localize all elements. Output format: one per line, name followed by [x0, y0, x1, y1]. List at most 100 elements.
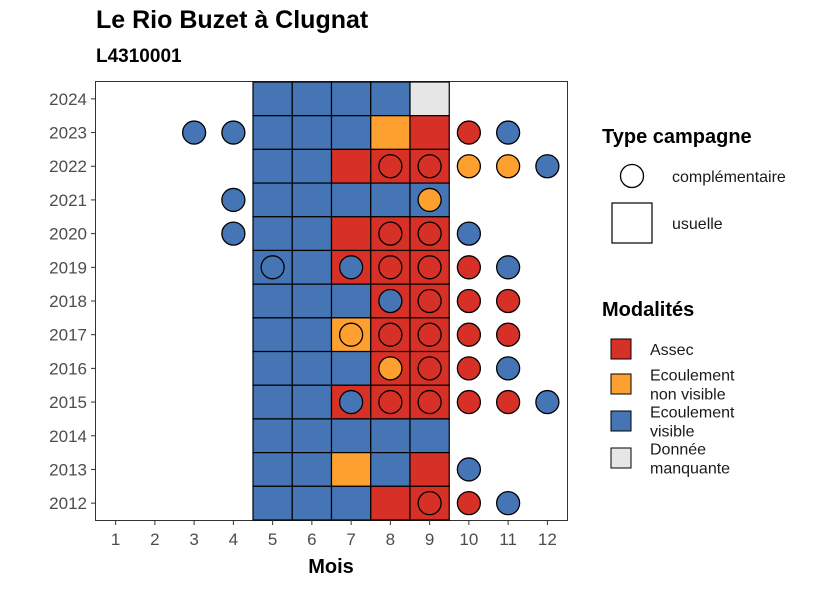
y-tick-label-2013: 2013: [49, 460, 87, 479]
point-2017-10: [456, 322, 482, 347]
x-tick-label-7: 7: [346, 530, 355, 549]
point-2022-10: [456, 154, 482, 179]
y-tick-label-2020: 2020: [49, 225, 87, 244]
cell-2014-8: [370, 418, 411, 454]
x-tick-label-11: 11: [499, 530, 517, 549]
legend-modalite-label-manquante: Donnée manquante: [650, 442, 730, 478]
cell-2022-6: [291, 148, 333, 184]
cell-2021-7: [330, 182, 372, 218]
point-2022-12: [535, 154, 560, 179]
cell-2021-5: [252, 182, 293, 218]
x-axis: 1 2 3 4 5 6 7 8 9 10 11 12: [111, 520, 557, 549]
cell-2023-5: [252, 115, 293, 150]
y-tick-label-2012: 2012: [49, 494, 87, 513]
cell-2016-5: [252, 350, 293, 386]
x-tick-label-3: 3: [189, 530, 198, 549]
chart-subtitle: L4310001: [96, 46, 182, 67]
point-2015-12: [535, 389, 560, 415]
cell-2020-6: [291, 216, 333, 252]
point-2023-4: [221, 120, 246, 145]
legend-type-label-usuelle: usuelle: [672, 216, 723, 233]
cell-2022-7: [330, 148, 372, 184]
point-2017-8: [378, 322, 403, 347]
x-tick-label-4: 4: [229, 530, 238, 549]
point-2018-11: [495, 288, 521, 314]
point-2023-3: [181, 120, 207, 145]
y-tick-label-2023: 2023: [49, 124, 87, 143]
point-2013-10: [456, 457, 482, 482]
point-2017-9: [417, 322, 442, 347]
cell-2014-6: [291, 418, 333, 454]
cell-2018-5: [252, 283, 293, 319]
point-2021-4: [221, 187, 246, 213]
cell-2021-6: [291, 182, 333, 218]
cell-2014-7: [330, 418, 372, 454]
point-2019-10: [456, 255, 482, 280]
cell-2020-7: [330, 216, 372, 252]
y-tick-label-2021: 2021: [49, 191, 87, 210]
y-tick-label-2015: 2015: [49, 393, 87, 412]
cell-2024-7: [330, 81, 372, 117]
point-2017-11: [495, 322, 521, 347]
cell-2020-5: [252, 216, 293, 252]
legend-square-key: [611, 202, 653, 244]
y-tick-label-2024: 2024: [49, 90, 87, 109]
x-axis-title: Mois: [308, 556, 354, 578]
x-tick-label-6: 6: [307, 530, 316, 549]
cell-2023-8: [370, 115, 411, 150]
complementaire-points: [181, 120, 560, 516]
point-2018-8: [378, 288, 403, 314]
point-2018-9: [417, 288, 442, 314]
legend-modalite-label-non_visible: Ecoulement non visible: [650, 368, 735, 404]
cell-2013-7: [330, 452, 372, 487]
point-2020-4: [221, 221, 246, 246]
cell-2013-5: [252, 452, 293, 487]
y-axis: 2012 2013 2014 2015 2016 2017 2018 2019 2020 2021…: [49, 90, 96, 513]
cell-2017-5: [252, 317, 293, 353]
x-tick-label-5: 5: [268, 530, 277, 549]
y-tick-label-2016: 2016: [49, 359, 87, 378]
point-2015-7: [338, 389, 364, 415]
point-2022-8: [378, 154, 403, 179]
cell-2012-7: [330, 485, 372, 521]
cell-2013-9: [409, 452, 450, 487]
cell-2021-8: [370, 182, 411, 218]
point-2016-10: [456, 356, 482, 381]
x-tick-label-1: 1: [111, 530, 120, 549]
cell-2012-8: [370, 485, 411, 521]
cell-2018-6: [291, 283, 333, 319]
point-2017-7: [338, 322, 364, 347]
legend-modalites-title: Modalités: [602, 299, 694, 321]
point-2019-11: [495, 255, 521, 280]
cell-2018-7: [330, 283, 372, 319]
point-2018-10: [456, 288, 482, 314]
point-2016-8: [378, 356, 403, 381]
x-tick-label-9: 9: [425, 530, 434, 549]
point-2012-9: [417, 491, 442, 516]
point-2019-9: [417, 255, 442, 280]
point-2021-9: [417, 187, 442, 213]
point-2015-10: [456, 389, 482, 415]
cell-2014-9: [409, 418, 450, 454]
legend-swatch-assec: [610, 338, 632, 360]
x-tick-label-12: 12: [538, 530, 557, 549]
y-tick-label-2019: 2019: [49, 258, 87, 277]
legend-swatch-visible: [610, 410, 632, 432]
legend-circle-key: [619, 163, 645, 189]
point-2023-11: [495, 120, 521, 145]
point-2012-10: [456, 491, 482, 516]
chart-title: Le Rio Buzet à Clugnat: [96, 6, 369, 34]
legend-modalite-label-assec: Assec: [650, 342, 694, 359]
point-2023-10: [456, 120, 482, 145]
legend-modalite-label-visible: Ecoulement visible: [650, 405, 735, 441]
point-2015-9: [417, 389, 442, 415]
x-tick-label-10: 10: [459, 530, 478, 549]
point-2012-11: [495, 491, 521, 516]
point-2020-10: [456, 221, 482, 246]
legend-swatch-manquante: [610, 447, 632, 469]
point-2022-9: [417, 154, 442, 179]
point-2015-11: [495, 389, 521, 415]
point-2019-8: [378, 255, 403, 280]
cell-2014-5: [252, 418, 293, 454]
